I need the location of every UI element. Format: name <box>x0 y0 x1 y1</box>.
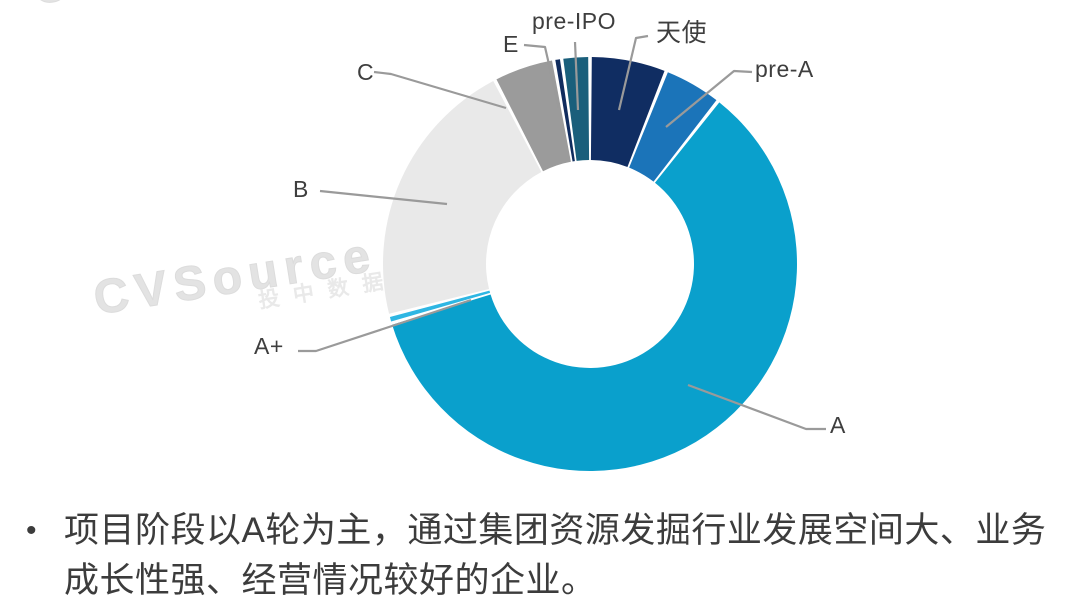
slice-label-pre-IPO: pre-IPO <box>532 8 617 34</box>
donut-slice-天使 <box>590 57 665 167</box>
donut-svg <box>298 34 826 472</box>
note-row: • 项目阶段以A轮为主，通过集团资源发掘行业发展空间大、业务成长性强、经营情况较… <box>26 506 1072 606</box>
leader-line-A+ <box>298 298 472 353</box>
bullet-marker: • <box>26 514 37 547</box>
leader-line-天使 <box>617 34 649 111</box>
donut-slice-C <box>496 60 571 172</box>
leader-line-pre-IPO <box>573 41 580 111</box>
leader-line-B <box>319 189 448 206</box>
slice-label-pre-A: pre-A <box>755 56 814 82</box>
donut-slice-E <box>555 59 575 162</box>
slice-label-C: C <box>357 59 375 85</box>
slice-label-天使: 天使 <box>656 19 708 47</box>
donut-slice-pre-IPO <box>563 57 590 161</box>
note-text: 项目阶段以A轮为主，通过集团资源发掘行业发展空间大、业务成长性强、经营情况较好的… <box>64 511 1047 600</box>
leader-line-pre-A <box>665 69 753 128</box>
leader-line-C <box>373 70 507 110</box>
donut-slice-B <box>382 80 542 314</box>
slice-label-A+: A+ <box>254 333 284 359</box>
donut-slice-A <box>392 102 798 472</box>
donut-slice-pre-A <box>629 72 717 182</box>
leader-line-A <box>687 383 826 431</box>
slice-label-B: B <box>293 176 309 202</box>
slice-label-E: E <box>503 31 519 57</box>
slice-label-A: A <box>830 412 846 438</box>
donut-slice-A+ <box>389 290 491 322</box>
leader-line-E <box>523 43 561 109</box>
